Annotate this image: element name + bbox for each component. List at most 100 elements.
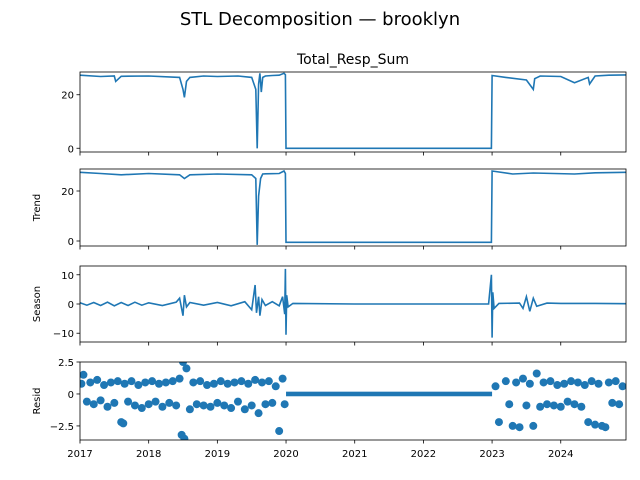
x-tick-label: 2017: [67, 449, 92, 460]
panel-1: 0 20 Trend: [32, 168, 627, 250]
resid-point: [151, 397, 160, 406]
resid-point: [124, 397, 133, 406]
resid-point: [584, 418, 593, 427]
resid-point: [546, 377, 555, 386]
resid-point: [491, 382, 500, 391]
y-tick-label: −10: [53, 329, 74, 340]
resid-point: [206, 402, 215, 411]
resid-point: [144, 400, 153, 409]
resid-point: [182, 364, 191, 373]
resid-point: [96, 396, 105, 405]
axes-frame: [79, 71, 627, 153]
resid-point: [494, 418, 503, 427]
resid-point: [539, 378, 548, 387]
resid-point: [103, 402, 112, 411]
x-tick-label: 2019: [205, 449, 230, 460]
y-tick-label: 0: [68, 237, 74, 248]
y-tick-label: 0: [68, 300, 74, 311]
series-line: [80, 268, 626, 338]
resid-point: [220, 401, 229, 410]
plot-area: [80, 362, 626, 440]
resid-point: [175, 374, 184, 383]
resid-band: [286, 391, 493, 397]
x-tick-label: 2020: [273, 449, 298, 460]
y-axis-label: Season: [32, 286, 43, 322]
resid-point: [529, 421, 538, 430]
resid-point: [549, 401, 558, 410]
resid-point: [522, 401, 531, 410]
plot-area: [80, 268, 626, 338]
resid-point: [134, 381, 143, 390]
y-tick-label: 20: [61, 91, 74, 102]
resid-point: [233, 397, 242, 406]
resid-point: [110, 398, 119, 407]
panel-title: Total_Resp_Sum: [296, 52, 409, 68]
resid-point: [264, 377, 273, 386]
resid-point: [180, 434, 189, 440]
resid-point: [604, 378, 613, 387]
series-line: [80, 169, 626, 245]
resid-point: [216, 377, 225, 386]
x-tick-label: 2023: [479, 449, 504, 460]
resid-point: [161, 378, 170, 387]
y-tick-label: 0: [68, 144, 74, 155]
resid-point: [508, 421, 517, 430]
resid-point: [154, 379, 163, 388]
resid-point: [227, 404, 236, 413]
resid-point: [203, 381, 212, 390]
y-axis-label: Trend: [32, 194, 43, 222]
resid-point: [100, 381, 109, 390]
panel-3: −2.5 0 2.5 2017 2018 2019 2020 2021 2022 2023 2024…: [32, 358, 627, 460]
resid-point: [86, 378, 95, 387]
resid-point: [577, 402, 586, 411]
resid-point: [247, 401, 256, 410]
resid-point: [525, 379, 534, 388]
resid-point: [563, 397, 572, 406]
panel-2: −10 0 10 Season: [32, 265, 627, 346]
resid-point: [543, 400, 552, 409]
resid-point: [518, 374, 527, 383]
resid-point: [268, 398, 277, 407]
resid-point: [556, 402, 565, 411]
resid-point: [237, 377, 246, 386]
resid-point: [165, 398, 174, 407]
resid-point: [106, 378, 115, 387]
resid-point: [258, 378, 266, 387]
resid-point: [185, 405, 194, 414]
resid-point: [512, 378, 521, 387]
y-tick-label: 2.5: [58, 358, 74, 369]
resid-point: [158, 402, 167, 411]
resid-point: [532, 369, 541, 378]
resid-point: [580, 381, 589, 390]
resid-point: [536, 402, 545, 411]
resid-point: [189, 378, 198, 387]
resid-point: [223, 379, 232, 388]
resid-point: [93, 375, 102, 384]
resid-point: [594, 379, 603, 388]
y-tick-label: 0: [68, 390, 74, 401]
resid-point: [254, 409, 263, 418]
resid-point: [611, 377, 620, 386]
plot-area: [80, 72, 626, 150]
y-tick-label: 20: [61, 187, 74, 198]
x-tick-label: 2021: [342, 449, 367, 460]
resid-point: [141, 378, 150, 387]
resid-point: [209, 379, 218, 388]
series-line: [80, 72, 626, 150]
resid-point: [280, 400, 289, 409]
resid-point: [501, 377, 510, 386]
axes-frame: [79, 168, 627, 247]
resid-point: [240, 405, 249, 414]
resid-point: [553, 381, 562, 390]
resid-point: [113, 377, 122, 386]
panels: 0 20 Total_Resp_Sum 0 20 Trend −10 0 10 Season −2.…: [32, 52, 627, 460]
resid-point: [505, 400, 514, 409]
resid-point: [82, 397, 91, 406]
resid-point: [230, 378, 239, 387]
resid-point: [120, 379, 129, 388]
resid-point: [608, 398, 617, 407]
resid-point: [587, 377, 596, 386]
resid-point: [570, 400, 579, 409]
resid-point: [80, 370, 88, 379]
